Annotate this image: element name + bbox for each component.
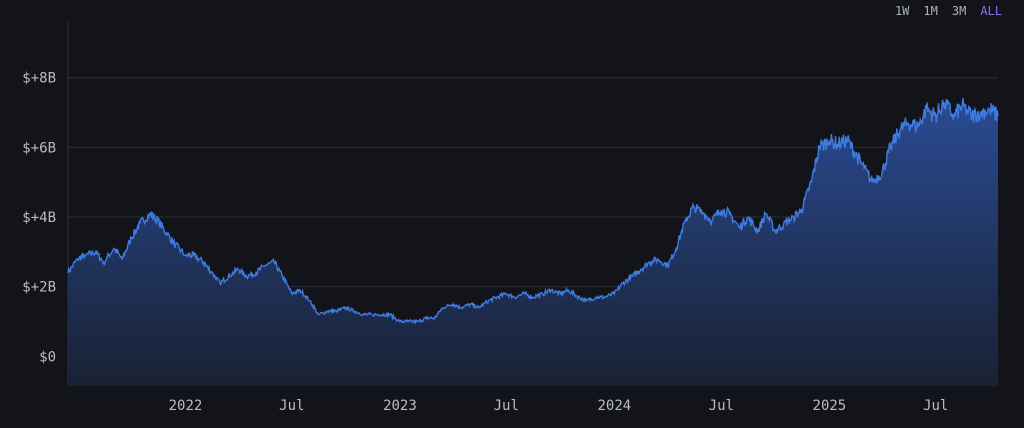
x-tick-label: Jul bbox=[709, 398, 734, 414]
series-area bbox=[68, 97, 998, 387]
x-tick-label: 2024 bbox=[598, 398, 632, 414]
y-tick-label: $+2B bbox=[22, 280, 56, 296]
y-tick-label: $+4B bbox=[22, 210, 56, 226]
x-axis: 2022 Jul 2023 Jul 2024 Jul 2025 Jul bbox=[169, 398, 949, 414]
y-tick-label: $+6B bbox=[22, 140, 56, 156]
x-tick-label: Jul bbox=[923, 398, 948, 414]
x-tick-label: 2023 bbox=[383, 398, 417, 414]
x-tick-label: 2022 bbox=[169, 398, 203, 414]
y-axis: $0 $+2B $+4B $+6B $+8B bbox=[22, 71, 56, 366]
series-line bbox=[67, 97, 999, 325]
x-tick-label: Jul bbox=[494, 398, 519, 414]
y-tick-label: $+8B bbox=[22, 71, 56, 87]
x-tick-label: Jul bbox=[279, 398, 304, 414]
range-1w-button[interactable]: 1W bbox=[894, 4, 910, 18]
x-tick-label: 2025 bbox=[813, 398, 847, 414]
range-3m-button[interactable]: 3M bbox=[951, 4, 967, 18]
range-1m-button[interactable]: 1M bbox=[923, 4, 938, 18]
range-all-button[interactable]: ALL bbox=[980, 4, 1002, 18]
time-range-selector: 1W 1M 3M ALL bbox=[895, 4, 1002, 18]
y-tick-label: $0 bbox=[39, 349, 56, 365]
